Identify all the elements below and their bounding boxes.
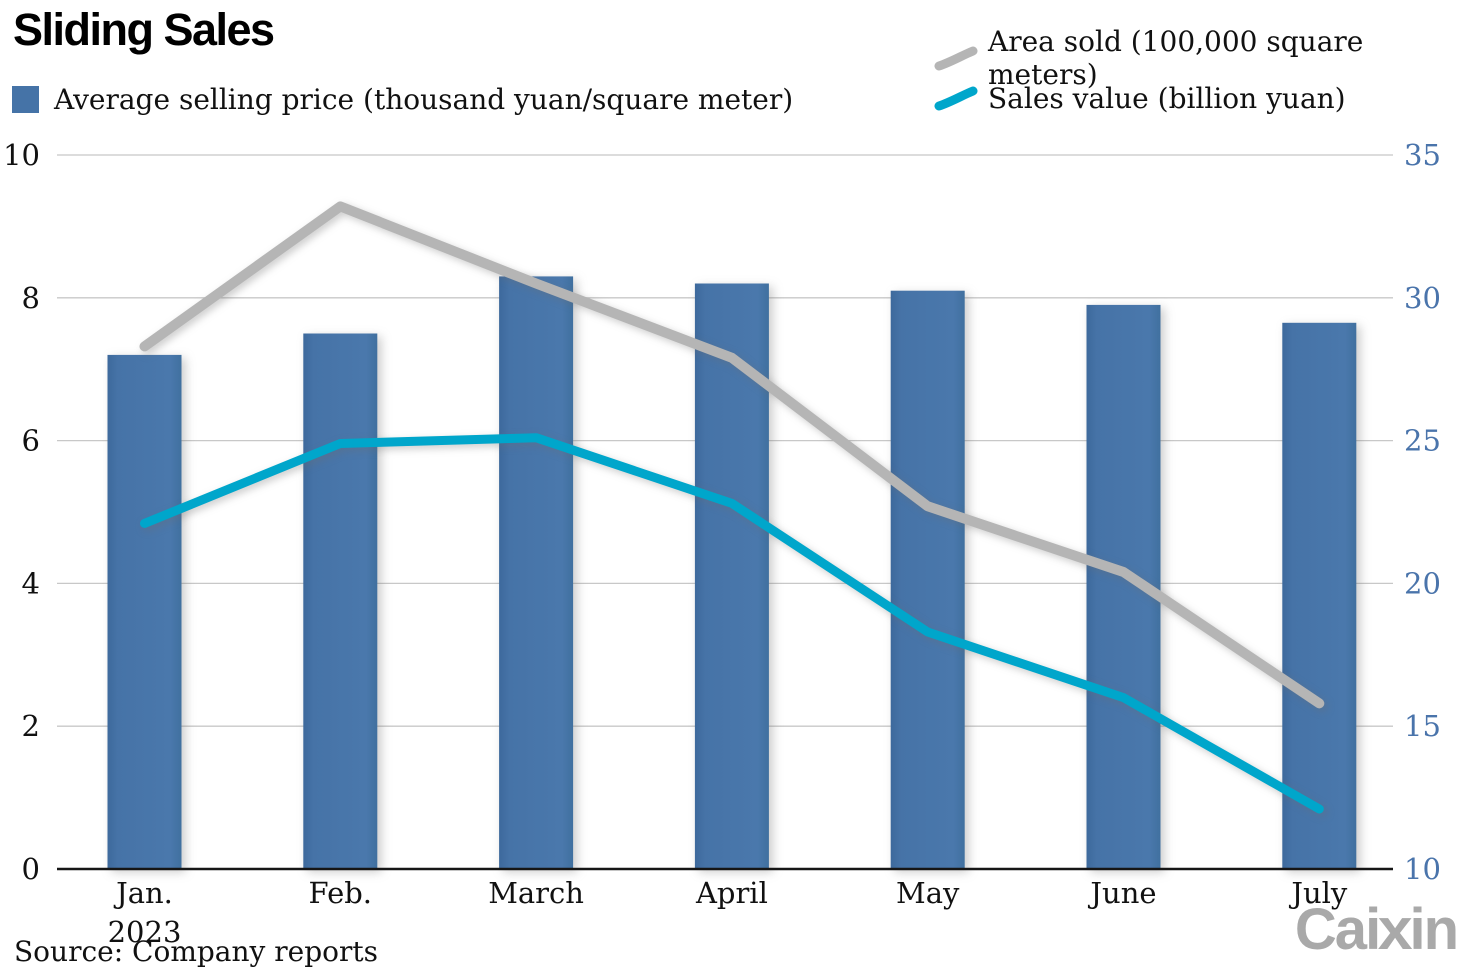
caixin-logo: Caixin [1295,897,1459,962]
legend-sales-value-label: Sales value (billion yuan) [988,81,1346,115]
chart-title: Sliding Sales [13,4,275,55]
left-axis-tick: 4 [22,566,40,600]
x-axis-label: Feb. [309,876,372,910]
source-note: Source: Company reports [14,935,378,968]
sales-value-marker-stroke [934,86,978,111]
legend-bar-label: Average selling price (thousand yuan/squ… [54,83,794,116]
line-sales-value [140,433,1324,814]
x-axis-year-label: 2023 [108,915,182,949]
left-axis-tick: 6 [22,424,40,458]
x-axis-label: July [1288,876,1348,910]
sales-value-line-icon [934,86,978,111]
right-axis-tick: 15 [1404,709,1441,743]
left-axis-tick: 10 [3,138,40,172]
right-axis-tick: 30 [1404,281,1441,315]
bar [499,276,574,869]
right-axis-tick: 25 [1404,424,1441,458]
legend-sales-value: Sales value (billion yuan) [934,78,1469,118]
right-axis-tick: 35 [1404,138,1441,172]
area-sold-marker-stroke [934,46,978,71]
legend-lines: Area sold (100,000 square meters) Sales … [934,25,1469,118]
line-area-sold [139,201,1325,709]
bar [890,290,965,869]
left-axis-tick: 2 [22,709,40,743]
x-axis-label: April [695,876,768,910]
legend-area-sold: Area sold (100,000 square meters) [934,25,1469,91]
x-axis-label: May [896,876,960,910]
x-axis-label: June [1087,876,1156,910]
left-axis-tick: 8 [22,281,40,315]
bar [1282,322,1357,869]
left-axis-tick: 0 [22,852,40,886]
legend-area-sold-label: Area sold (100,000 square meters) [988,25,1364,91]
x-axis-label: Jan. [113,876,173,910]
bar [107,354,182,869]
legend-bar-swatch [12,86,39,113]
x-axis-label: March [488,876,584,910]
caixin-logo-pre: Cai [1294,897,1381,962]
caixin-logo-x: x [1377,897,1413,962]
bar [303,333,378,869]
caixin-logo-post: in [1409,897,1459,962]
right-axis-tick: 10 [1404,852,1441,886]
area-sold-line-icon [934,46,978,71]
legend-bar: Average selling price (thousand yuan/squ… [12,83,793,116]
right-axis-tick: 20 [1404,566,1441,600]
